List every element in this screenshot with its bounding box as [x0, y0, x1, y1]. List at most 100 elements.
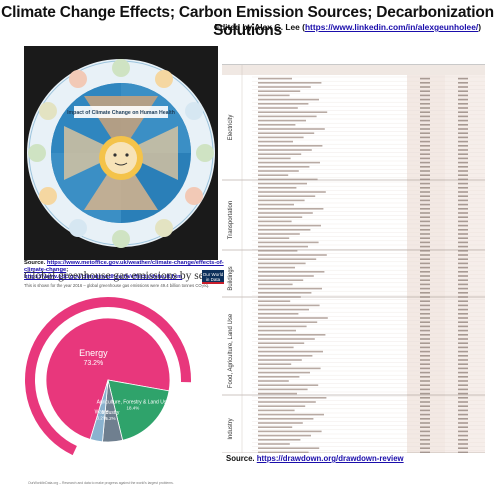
pie-slice	[89, 379, 109, 443]
value-cell	[458, 115, 468, 118]
value-cell	[420, 195, 430, 197]
value-cell	[420, 317, 430, 319]
solution-cell	[258, 82, 322, 84]
ghg-emissions-chart: Global greenhouse gas emissions by secto…	[24, 270, 224, 490]
climate-health-infographic: Impact of Climate Change on Human Health	[24, 46, 218, 260]
value-cell	[420, 359, 430, 361]
slice-value: 5.2%	[105, 416, 115, 421]
value-cell	[458, 371, 468, 374]
solution-cell	[258, 195, 316, 197]
value-cell	[458, 409, 468, 412]
value-cell	[420, 153, 430, 155]
solution-cell	[258, 233, 300, 235]
value-cell	[458, 451, 468, 453]
value-cell	[420, 413, 430, 416]
value-cell	[458, 145, 468, 147]
value-cell	[420, 174, 430, 176]
value-cell	[458, 359, 468, 361]
value-cell	[420, 271, 430, 273]
value-cell	[458, 195, 468, 197]
value-cell	[420, 103, 430, 105]
water-icon	[196, 144, 214, 162]
solution-cell	[258, 103, 309, 105]
value-cell	[420, 426, 430, 428]
value-cell	[458, 275, 468, 277]
value-cell	[458, 161, 468, 164]
solution-cell	[258, 203, 294, 206]
value-cell	[458, 308, 468, 311]
solution-cell	[258, 132, 315, 134]
value-cell	[458, 174, 468, 176]
metoffice-link[interactable]: https://www.metoffice.gov.uk/weather/cli…	[24, 260, 224, 273]
value-cell	[420, 292, 430, 294]
solution-cell	[258, 447, 320, 449]
value-cell	[420, 397, 430, 399]
value-cell	[420, 199, 430, 202]
value-cell	[458, 271, 468, 273]
linkedin-link[interactable]: https://www.linkedin.com/in/alexgeunhole…	[304, 22, 479, 32]
value-cell	[420, 203, 430, 206]
value-cell	[420, 128, 430, 130]
value-cell	[458, 245, 468, 248]
solution-cell	[258, 443, 290, 445]
slice-label: Waste	[95, 409, 109, 415]
value-cell	[420, 245, 430, 248]
value-cell	[420, 229, 430, 231]
solution-cell	[258, 287, 322, 290]
value-cell	[420, 119, 430, 122]
solution-cell	[258, 271, 325, 273]
credit-prefix: Edited by Alex G. Lee (	[214, 22, 305, 32]
face-eye-icon	[125, 153, 129, 157]
value-cell	[458, 397, 468, 399]
value-cell	[420, 334, 430, 336]
solution-cell	[258, 229, 311, 231]
value-cell	[458, 392, 468, 395]
center-title-bg	[74, 106, 168, 118]
sector-label: Transportation	[228, 201, 234, 239]
value-cell	[458, 376, 468, 378]
value-cell	[420, 346, 430, 349]
solution-cell	[258, 388, 308, 391]
value-cell	[420, 149, 430, 151]
solution-cell	[258, 182, 307, 185]
pie-labels: Energy 73.2% Agriculture, Forestry & Land …	[79, 348, 169, 421]
value-cell	[420, 178, 430, 181]
value-cell	[458, 229, 468, 231]
value-cell	[420, 443, 430, 445]
cdc-link[interactable]: https://www.cdc.gov/climateandhealth/eff…	[24, 274, 183, 280]
value-cell	[458, 292, 468, 294]
solution-cell	[258, 191, 326, 193]
solution-cell	[258, 346, 294, 349]
solution-cell	[258, 367, 321, 370]
value-cell	[458, 426, 468, 428]
value-cell	[420, 380, 430, 382]
value-cell	[420, 124, 430, 126]
solution-cell	[258, 111, 328, 113]
value-cell	[458, 203, 468, 206]
value-cell	[458, 132, 468, 134]
value-cell	[458, 119, 468, 122]
value-cell	[458, 413, 468, 416]
value-cell	[458, 199, 468, 202]
drawdown-link[interactable]: https://drawdown.org/drawdown-review	[256, 454, 404, 463]
value-cell	[458, 443, 468, 445]
value-cell	[420, 187, 430, 189]
solution-cell	[258, 166, 310, 168]
value-cell	[458, 233, 468, 235]
solution-cell	[258, 401, 316, 403]
value-cell	[420, 308, 430, 311]
center-title: Impact of Climate Change on Human Health	[67, 110, 175, 116]
value-cell	[458, 384, 468, 386]
sector-label: Industry	[228, 418, 234, 439]
slice-label: Energy	[79, 348, 108, 358]
solution-cell	[258, 321, 318, 323]
solution-cell	[258, 153, 302, 155]
solution-cell	[258, 258, 317, 260]
solution-cell	[258, 262, 306, 265]
value-cell	[458, 338, 468, 340]
value-cell	[420, 329, 430, 332]
value-cell	[420, 384, 430, 386]
value-cell	[420, 321, 430, 323]
value-cell	[458, 216, 468, 218]
value-cell	[458, 388, 468, 391]
